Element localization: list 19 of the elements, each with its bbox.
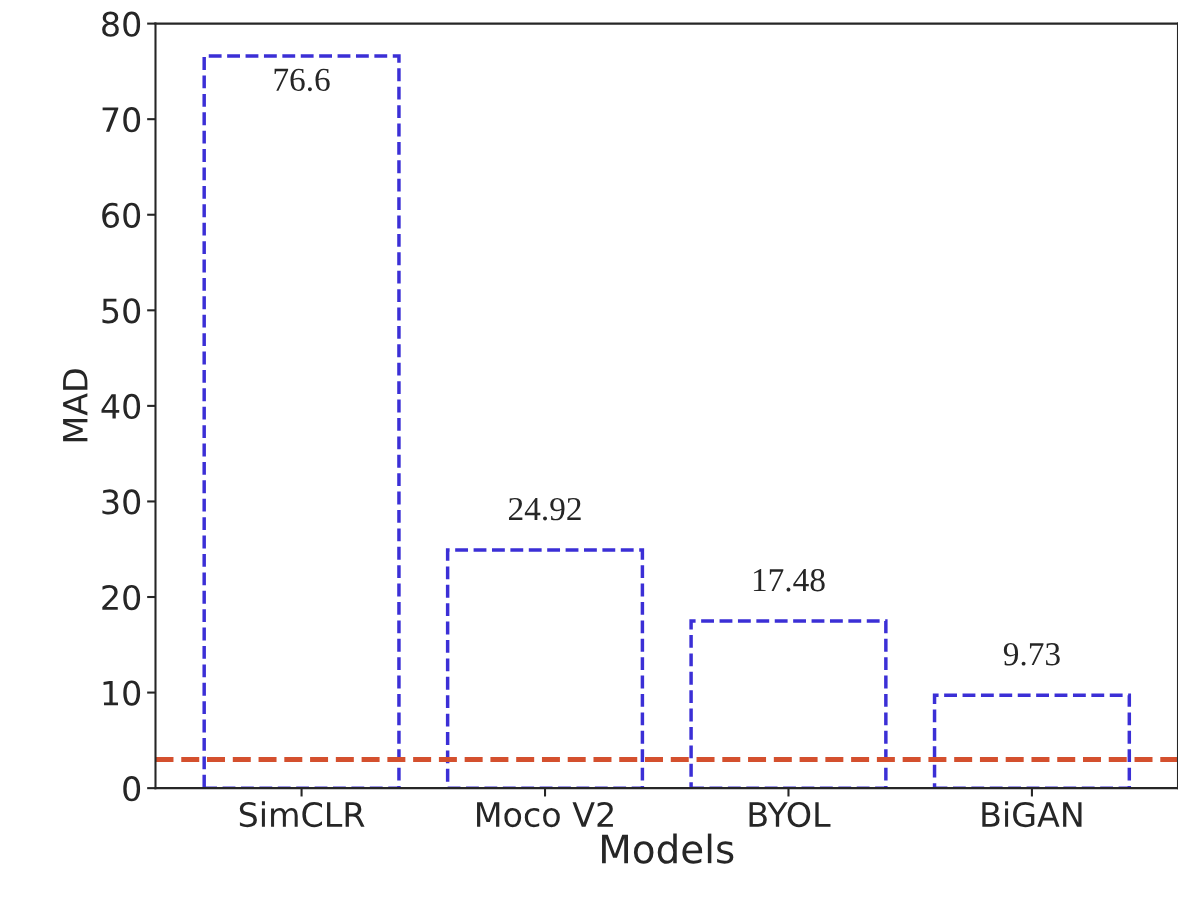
x-tick-label: SimCLR <box>239 801 365 828</box>
data-label: 17.48 <box>753 568 825 592</box>
x-axis-title: Models <box>602 833 734 864</box>
y-tick-label: 20 <box>102 584 141 611</box>
y-tick-label: 30 <box>102 489 141 515</box>
x-tick-label: Moco V2 <box>477 801 613 828</box>
y-tick-label: 0 <box>123 776 141 802</box>
y-axis-title: MAD <box>63 369 88 442</box>
y-tick-label: 10 <box>103 680 141 706</box>
y-tick-label: 60 <box>102 202 141 228</box>
y-tick-label: 50 <box>102 298 141 324</box>
data-label: 76.6 <box>274 68 330 92</box>
y-tick-label: 80 <box>102 11 141 37</box>
data-label: 9.73 <box>1003 643 1060 666</box>
x-tick-label: BYOL <box>749 801 831 828</box>
x-tick-label: BiGAN <box>982 801 1082 828</box>
data-label: 24.92 <box>508 497 581 521</box>
y-tick-label: 70 <box>102 107 141 133</box>
y-tick-label: 40 <box>101 393 141 420</box>
